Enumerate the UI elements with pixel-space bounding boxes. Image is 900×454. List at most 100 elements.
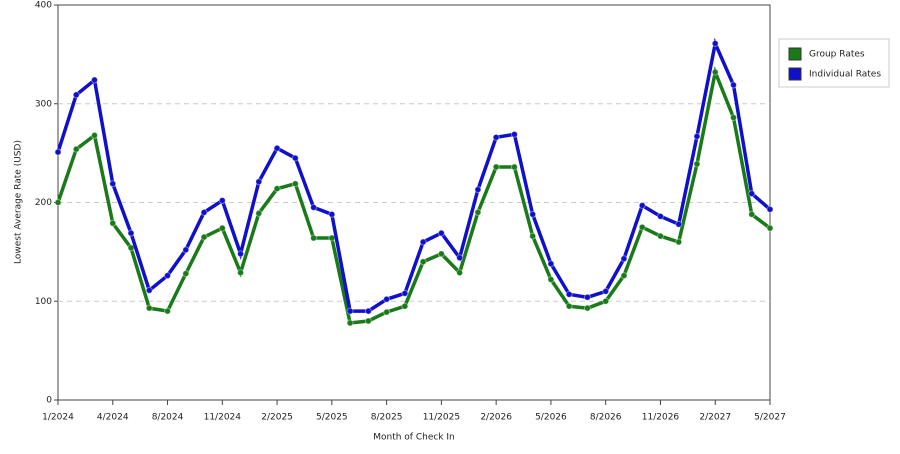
point bbox=[109, 180, 117, 188]
point bbox=[273, 144, 281, 152]
x-tick-label: 11/2024 bbox=[204, 413, 242, 423]
point bbox=[364, 307, 372, 315]
point bbox=[437, 250, 445, 258]
point bbox=[419, 238, 427, 246]
point bbox=[401, 302, 409, 310]
point bbox=[583, 304, 591, 312]
point bbox=[547, 276, 555, 284]
point bbox=[620, 272, 628, 280]
point bbox=[583, 293, 591, 301]
point bbox=[419, 258, 427, 266]
x-tick-label: 8/2024 bbox=[152, 413, 184, 423]
point bbox=[638, 201, 646, 209]
point bbox=[602, 297, 610, 305]
point bbox=[456, 254, 464, 262]
point bbox=[456, 269, 464, 277]
point bbox=[54, 199, 62, 206]
point bbox=[675, 238, 683, 246]
point bbox=[109, 219, 117, 227]
point bbox=[383, 308, 391, 316]
point bbox=[547, 260, 555, 268]
x-tick-label: 11/2026 bbox=[642, 413, 680, 423]
point bbox=[529, 210, 537, 218]
legend-label: Individual Rates bbox=[809, 70, 881, 80]
point bbox=[310, 203, 318, 211]
point bbox=[693, 160, 701, 168]
point bbox=[638, 223, 646, 231]
x-tick-label: 1/2024 bbox=[42, 413, 74, 423]
x-tick-label: 5/2025 bbox=[316, 413, 348, 423]
point bbox=[291, 154, 299, 162]
point bbox=[437, 229, 445, 237]
y-tick-label: 400 bbox=[35, 1, 52, 11]
legend-swatch bbox=[788, 67, 802, 81]
y-tick-label: 100 bbox=[35, 297, 52, 307]
point bbox=[145, 286, 153, 294]
point bbox=[364, 317, 372, 325]
x-axis-label: Month of Check In bbox=[373, 433, 455, 443]
point bbox=[766, 224, 774, 232]
point bbox=[656, 212, 664, 220]
x-tick-label: 2/2025 bbox=[261, 413, 293, 423]
x-tick-label: 4/2024 bbox=[97, 413, 129, 423]
point bbox=[383, 295, 391, 303]
point bbox=[346, 319, 354, 327]
point bbox=[401, 289, 409, 297]
point bbox=[218, 224, 226, 232]
point bbox=[492, 163, 500, 171]
point bbox=[729, 114, 737, 122]
series-line bbox=[56, 66, 772, 325]
point bbox=[766, 205, 774, 213]
y-axis-label: Lowest Average Rate (USD) bbox=[14, 140, 24, 264]
point bbox=[218, 197, 226, 205]
point bbox=[328, 210, 336, 218]
point bbox=[91, 76, 99, 84]
point bbox=[72, 91, 80, 99]
point bbox=[510, 163, 518, 171]
legend-swatch bbox=[788, 47, 802, 61]
x-tick-label: 8/2025 bbox=[371, 413, 403, 423]
point bbox=[127, 229, 135, 237]
y-tick-label: 300 bbox=[35, 99, 52, 109]
point bbox=[565, 302, 573, 310]
x-tick-label: 2/2026 bbox=[480, 413, 512, 423]
y-tick-label: 0 bbox=[46, 396, 52, 406]
point bbox=[510, 130, 518, 138]
point bbox=[54, 148, 62, 156]
point bbox=[255, 209, 263, 217]
point bbox=[729, 81, 737, 89]
point bbox=[346, 307, 354, 315]
series-line bbox=[56, 37, 772, 313]
point bbox=[474, 186, 482, 194]
point bbox=[310, 234, 318, 242]
point bbox=[492, 133, 500, 141]
point bbox=[711, 68, 719, 76]
point bbox=[91, 131, 99, 139]
point bbox=[237, 269, 245, 277]
point bbox=[164, 272, 172, 280]
x-tick-label: 8/2026 bbox=[590, 413, 622, 423]
point bbox=[127, 244, 135, 252]
point bbox=[273, 185, 281, 193]
point bbox=[200, 233, 208, 241]
point bbox=[145, 304, 153, 312]
point bbox=[255, 178, 263, 186]
point bbox=[164, 307, 172, 315]
legend-label: Group Rates bbox=[809, 50, 865, 60]
x-tick-label: 2/2027 bbox=[699, 413, 731, 423]
point bbox=[72, 145, 80, 153]
point bbox=[675, 220, 683, 228]
x-tick-label: 11/2025 bbox=[423, 413, 460, 423]
point bbox=[602, 287, 610, 295]
x-tick-label: 5/2026 bbox=[535, 413, 567, 423]
point bbox=[529, 232, 537, 240]
point bbox=[474, 208, 482, 216]
point bbox=[328, 234, 336, 242]
point bbox=[711, 40, 719, 48]
point bbox=[656, 232, 664, 240]
y-tick-label: 200 bbox=[35, 198, 52, 208]
point bbox=[748, 210, 756, 218]
point bbox=[748, 190, 756, 198]
point bbox=[237, 250, 245, 258]
